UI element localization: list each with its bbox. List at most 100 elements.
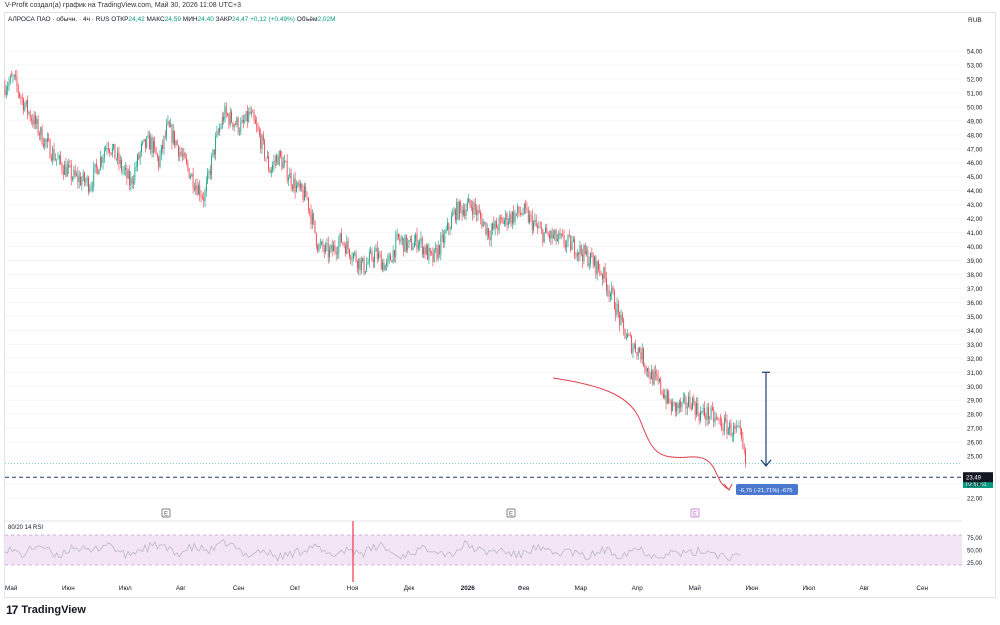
price-candle-body — [198, 185, 199, 195]
target-price-tag[interactable] — [963, 472, 993, 483]
price-candle-body — [529, 214, 531, 223]
price-candle-body — [451, 216, 452, 229]
price-candle-body — [54, 159, 56, 161]
target-price-value: 23,49 — [966, 475, 982, 481]
y-tick-label: 29,00 — [967, 398, 983, 405]
price-candle-body — [462, 209, 464, 215]
earnings-marker[interactable] — [506, 508, 516, 518]
price-candle-body — [196, 185, 198, 195]
forecast-curve[interactable] — [552, 377, 729, 490]
price-candle-body — [359, 258, 361, 271]
price-candle-body — [258, 130, 260, 135]
price-candle-body — [396, 233, 398, 237]
earnings-marker-label: E — [693, 512, 697, 518]
price-candle-body — [220, 126, 222, 129]
price-candle-body — [43, 144, 44, 147]
price-candle-body — [586, 250, 587, 254]
price-candle-body — [574, 239, 576, 255]
price-candle-body — [509, 213, 511, 223]
price-candle-body — [134, 167, 136, 182]
x-tick-label: Апр — [632, 585, 644, 592]
price-candle-body — [5, 90, 7, 95]
price-candle-body — [615, 309, 617, 316]
price-candle-body — [420, 238, 422, 242]
price-candle-body — [36, 118, 38, 125]
price-candle-body — [510, 213, 512, 224]
price-candle-body — [676, 403, 678, 412]
price-candle-body — [505, 213, 507, 221]
price-candle-body — [685, 397, 687, 409]
price-candle-body — [256, 123, 258, 127]
price-candle-body — [235, 124, 236, 125]
price-candle-body — [382, 262, 383, 270]
price-candle-body — [285, 161, 287, 162]
price-candle-body — [726, 420, 728, 435]
price-candle-body — [57, 158, 59, 160]
price-candle-body — [257, 126, 259, 131]
price-candle-body — [684, 397, 685, 399]
price-candle-body — [9, 75, 11, 82]
earnings-marker[interactable] — [161, 508, 171, 518]
price-candle-body — [363, 258, 365, 274]
change-value: +0,12 (+0,49%) — [250, 16, 295, 23]
currency-label[interactable]: RUB — [968, 17, 982, 24]
price-candle-body — [207, 172, 209, 183]
symbol-name[interactable]: АЛРОСА ПАО · обычн. · 4ч · RUS — [8, 16, 110, 23]
price-candle-body — [123, 169, 125, 171]
price-candle-body — [745, 449, 746, 463]
price-candle-body — [672, 401, 674, 412]
price-candle-body — [633, 344, 635, 348]
price-candle-body — [690, 406, 692, 410]
price-candle-body — [514, 213, 516, 223]
price-candle-body — [655, 371, 656, 374]
price-candle-body — [466, 202, 468, 210]
price-candle-body — [415, 234, 417, 242]
measure-label-box[interactable] — [736, 484, 798, 495]
price-candle-body — [587, 250, 589, 266]
price-candle-body — [346, 241, 348, 254]
price-candle-body — [148, 135, 150, 150]
price-candle-body — [453, 209, 455, 215]
rsi-tick-label: 50,00 — [967, 549, 983, 555]
x-tick-label: Май — [689, 584, 702, 592]
price-candle-body — [600, 274, 602, 275]
price-candle-body — [668, 390, 670, 403]
price-candle-body — [111, 147, 113, 155]
price-candle-body — [376, 247, 378, 259]
y-tick-label: 37,00 — [967, 286, 983, 293]
price-candle-body — [493, 223, 495, 229]
price-candle-body — [567, 235, 569, 242]
price-candle-body — [639, 348, 640, 353]
price-candle-body — [564, 244, 566, 247]
price-candle-body — [78, 176, 80, 182]
x-tick-label: Дек — [404, 585, 415, 592]
price-candle-body — [117, 152, 119, 160]
price-candle-body — [130, 177, 132, 186]
price-candle-body — [93, 168, 95, 187]
price-candle-body — [470, 205, 472, 208]
price-candle-body — [693, 398, 695, 404]
tradingview-logo[interactable]: 17 TradingView — [6, 603, 86, 617]
price-candle-body — [473, 202, 475, 215]
measure-label: -6,75 (-21,71%) -675 — [739, 488, 793, 494]
price-candle-body — [139, 152, 141, 159]
y-tick-label: 39,00 — [967, 258, 983, 265]
price-candle-body — [498, 217, 500, 231]
price-candle-body — [721, 420, 723, 430]
price-candle-body — [216, 131, 218, 137]
price-candle-body — [179, 152, 181, 157]
price-candle-body — [178, 145, 179, 157]
price-candle-body — [403, 238, 405, 252]
price-candle-body — [387, 258, 389, 263]
earnings-marker[interactable] — [690, 508, 700, 518]
price-candle-body — [25, 99, 27, 105]
price-candle-body — [481, 217, 483, 227]
price-candle-body — [160, 145, 162, 156]
price-candle-body — [155, 147, 157, 155]
price-candle-body — [607, 289, 609, 291]
open-value: 24,42 — [128, 16, 145, 23]
price-candle-body — [517, 206, 519, 214]
price-candle-body — [145, 139, 146, 148]
price-candle-body — [290, 172, 292, 186]
